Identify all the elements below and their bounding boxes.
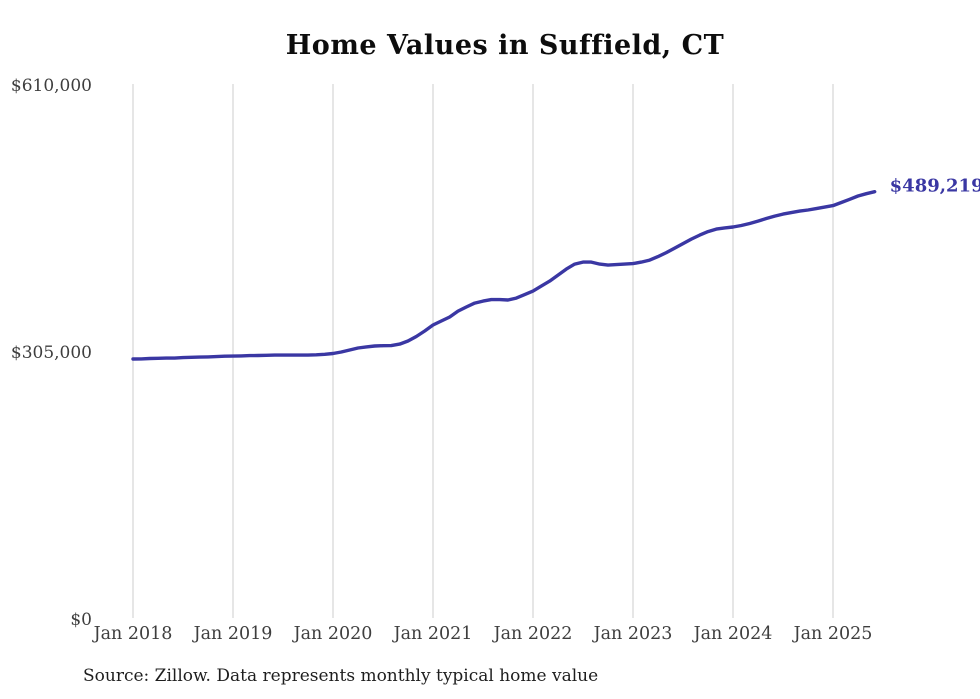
x-axis-tick-label: Jan 2019 [193,624,273,644]
current-value-label: $489,219 [889,175,980,197]
x-axis-tick-label: Jan 2022 [493,624,573,644]
value-line [131,189,877,361]
x-axis-tick-label: Jan 2020 [293,624,373,644]
x-axis-tick-label: Jan 2025 [793,624,873,644]
chart-title: Home Values in Suffield, CT [285,30,725,61]
y-axis-tick-label: $610,000 [10,76,92,96]
x-axis-tick-label: Jan 2018 [93,624,173,644]
source-note: Source: Zillow. Data represents monthly … [83,666,599,686]
x-axis-tick-label: Jan 2023 [593,624,673,644]
y-axis-tick-label: $305,000 [10,343,92,363]
gridlines [132,84,834,618]
x-axis-tick-label: Jan 2024 [693,624,773,644]
x-axis-tick-label: Jan 2021 [393,624,473,644]
y-axis-tick-label: $0 [70,610,92,630]
